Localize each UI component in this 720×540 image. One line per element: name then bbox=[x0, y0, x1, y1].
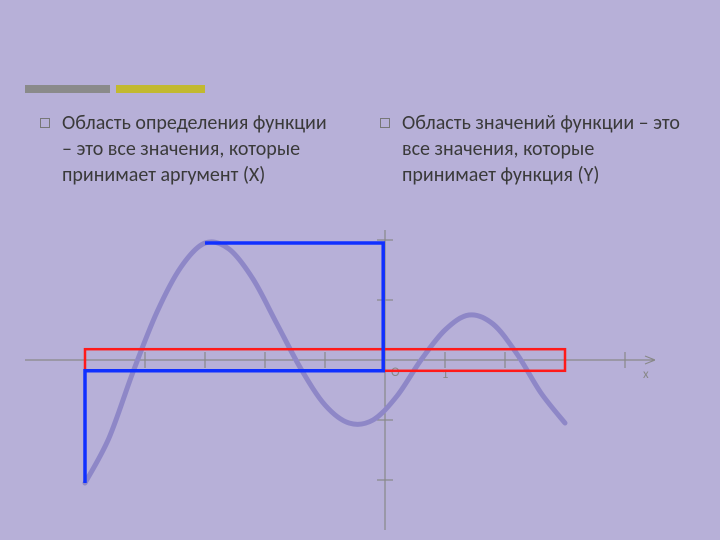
function-graph: O 1 x bbox=[25, 230, 655, 530]
right-definition-block: Область значений функции – это все значе… bbox=[380, 110, 680, 188]
accent-bar bbox=[25, 85, 205, 93]
svg-text:O: O bbox=[391, 365, 400, 380]
bullet-square-icon bbox=[40, 118, 50, 128]
svg-text:1: 1 bbox=[442, 367, 449, 382]
right-definition-text: Область значений функции – это все значе… bbox=[402, 110, 680, 188]
left-definition-block: Область определения функции – это все зн… bbox=[40, 110, 340, 188]
svg-text:x: x bbox=[643, 367, 649, 382]
bullet-square-icon bbox=[380, 118, 390, 128]
left-definition-text: Область определения функции – это все зн… bbox=[62, 110, 340, 188]
